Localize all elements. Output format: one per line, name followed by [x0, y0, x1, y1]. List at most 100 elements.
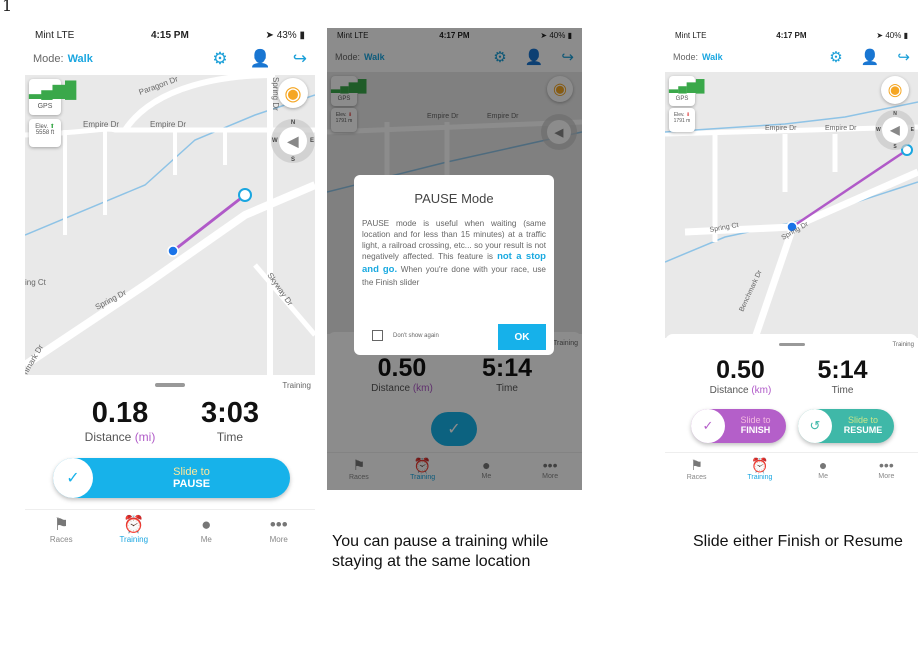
gear-icon[interactable]: ⚙ — [493, 49, 507, 66]
slider-knob[interactable]: ↺ — [798, 409, 832, 443]
tab-training[interactable]: ⏰ Training — [391, 457, 455, 490]
compass-arrow-icon: ◀ — [287, 132, 299, 149]
voice-coach-icon[interactable]: 👤 — [249, 49, 271, 68]
time-label: Time — [216, 430, 244, 444]
slider-line2: RESUME — [843, 425, 883, 435]
pause-button[interactable]: ✓ — [431, 412, 477, 446]
slider-knob[interactable]: ✓ — [691, 409, 725, 443]
gps-label: GPS — [37, 103, 53, 110]
gps-signal: ▂▄▆█ GPS — [29, 79, 76, 115]
tab-bar: ⚑ Races ⏰ Training ● Me ••• More — [25, 509, 315, 553]
tab-me[interactable]: ● Me — [170, 515, 243, 553]
tab-training[interactable]: ⏰ Training — [98, 515, 171, 553]
map[interactable]: Empire Dr Empire Dr Spring Ct Spring Dr … — [665, 72, 918, 338]
tab-bar: ⚑ Races ⏰ Training ● Me ••• More — [327, 452, 582, 490]
dialog-body: PAUSE mode is useful when waiting (same … — [362, 219, 546, 287]
time-stat: 3:03 Time — [175, 397, 285, 444]
map-label: Empire Dr — [427, 113, 459, 120]
map-label: Empire Dr — [487, 113, 519, 120]
arrow-down-icon: ⬇ — [685, 112, 691, 118]
flag-icon: ⚑ — [352, 457, 366, 473]
locate-button[interactable]: ◉ — [881, 76, 909, 104]
check-icon: ✓ — [702, 418, 714, 433]
map[interactable]: Paragon Dr Spring Dr Empire Dr Empire Dr… — [25, 75, 315, 375]
more-icon: ••• — [879, 457, 894, 473]
slider-knob[interactable]: ✓ — [53, 458, 93, 498]
elev-value: 5558 ft — [35, 130, 55, 136]
mode-bar: Mode: Walk ⚙ 👤 ↪ — [665, 46, 918, 68]
time-label: Time — [831, 385, 854, 396]
finish-slider[interactable]: ✓ Slide to FINISH — [691, 409, 786, 443]
gps-label: GPS — [675, 96, 689, 102]
drag-handle[interactable] — [155, 383, 185, 387]
tab-races[interactable]: ⚑ Races — [327, 457, 391, 490]
dont-show-again-checkbox[interactable]: Don't show again — [372, 330, 439, 341]
map-label: hmark Dr — [25, 343, 45, 375]
voice-coach-icon[interactable]: 👤 — [860, 49, 880, 66]
tab-races[interactable]: ⚑ Races — [665, 457, 728, 490]
tab-more[interactable]: ••• More — [518, 457, 582, 490]
user-icon: ● — [482, 457, 491, 473]
voice-coach-icon[interactable]: 👤 — [524, 49, 544, 66]
stats-panel: Training 0.50 Distance (km) 5:14 Time ✓ … — [327, 332, 582, 490]
flag-icon: ⚑ — [53, 515, 69, 534]
map-label: ing Ct — [25, 278, 47, 287]
compass-arrow-icon: ◀ — [890, 123, 900, 137]
mode-selector[interactable]: Walk — [67, 53, 93, 65]
mode-selector[interactable]: Walk — [702, 52, 723, 62]
compass[interactable]: ◀ — [541, 114, 577, 150]
gps-signal: ▂▄▆█ GPS — [669, 76, 704, 106]
map-label: Spring Ct — [709, 222, 739, 234]
tab-training[interactable]: ⏰ Training — [728, 457, 791, 490]
locate-button[interactable]: ◉ — [547, 76, 573, 102]
ok-button[interactable]: OK — [498, 324, 546, 350]
tab-races[interactable]: ⚑ Races — [25, 515, 98, 553]
share-icon[interactable]: ↪ — [561, 49, 574, 66]
tab-more[interactable]: ••• More — [243, 515, 316, 553]
distance-label: Distance — [709, 385, 749, 396]
phone-screen-finish-resume: Mint LTE 4:17 PM ➤ 40% ▮ Mode: Walk ⚙ 👤 … — [665, 28, 918, 490]
battery: ➤ 43% ▮ — [265, 29, 305, 41]
status-bar: Mint LTE 4:15 PM ➤ 43% ▮ — [25, 27, 315, 43]
clock: 4:15 PM — [151, 29, 189, 41]
mode-label: Mode: — [673, 52, 699, 62]
share-icon[interactable]: ↪ — [897, 49, 910, 66]
distance-label: Distance — [84, 430, 132, 444]
mode-selector[interactable]: Walk — [364, 52, 385, 62]
tab-me[interactable]: ● Me — [792, 457, 855, 490]
battery: ➤ 40% ▮ — [540, 30, 572, 40]
resume-slider[interactable]: ↺ Slide to RESUME — [798, 409, 894, 443]
phone-screen-pause: Mint LTE 4:15 PM ➤ 43% ▮ Mode: Walk ⚙ 👤 … — [25, 27, 315, 553]
slider-line2: FINISH — [740, 425, 771, 435]
tab-more[interactable]: ••• More — [855, 457, 918, 490]
time-stat: 5:14 Time — [462, 354, 552, 394]
check-icon: ✓ — [66, 470, 80, 487]
distance-unit: (mi) — [134, 430, 156, 444]
caption-pause: You can pause a training while staying a… — [332, 533, 549, 570]
user-icon: ● — [818, 457, 828, 473]
time-value: 5:14 — [481, 354, 533, 382]
distance-stat: 0.18 Distance (mi) — [60, 397, 180, 444]
carrier: Mint LTE — [337, 30, 369, 40]
activity-tag: Training — [892, 342, 914, 348]
time-value: 3:03 — [200, 397, 260, 429]
tab-me[interactable]: ● Me — [455, 457, 519, 490]
pause-slider[interactable]: ✓ Slide to PAUSE — [53, 458, 290, 498]
gear-icon[interactable]: ⚙ — [829, 49, 843, 66]
gear-icon[interactable]: ⚙ — [212, 49, 228, 68]
distance-value: 0.50 — [377, 354, 427, 382]
target-icon: ◉ — [553, 81, 567, 98]
alarm-clock-icon: ⏰ — [123, 515, 145, 534]
stats-panel: Training 0.50 Distance (km) 5:14 Time ✓ … — [665, 334, 918, 490]
locate-button[interactable]: ◉ — [278, 78, 308, 108]
elev-label: Elev. — [35, 124, 49, 130]
slider-line1: Slide to — [847, 415, 879, 426]
elev-value: 1791 m — [335, 118, 353, 124]
elev-value: 1791 m — [673, 118, 691, 124]
share-icon[interactable]: ↪ — [292, 49, 307, 68]
mode-label: Mode: — [33, 53, 64, 65]
drag-handle[interactable] — [778, 343, 805, 346]
alarm-clock-icon: ⏰ — [413, 457, 432, 473]
